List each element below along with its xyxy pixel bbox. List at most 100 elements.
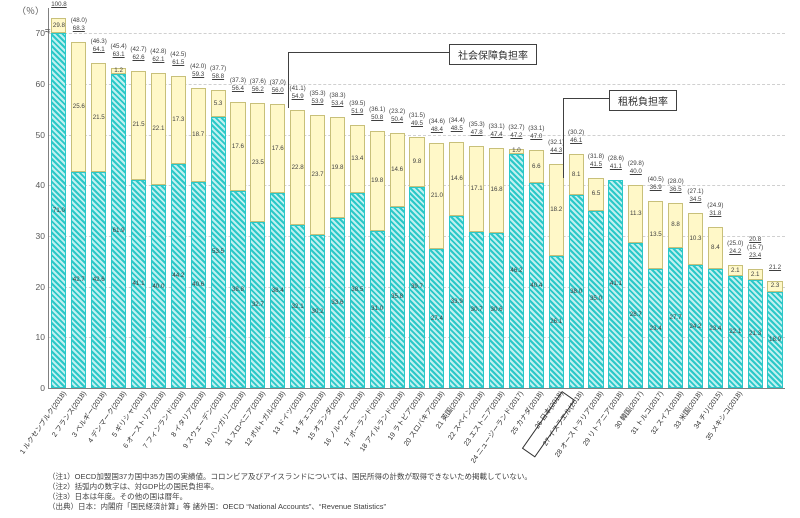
bar-slot: 32.723.556.2(37.6)11 スロベニア(2018) xyxy=(248,8,268,388)
ss-value-label: 17.6 xyxy=(272,145,284,152)
chart-canvas: （％） ≈ 010203040506070 71.029.8100.8(41.1… xyxy=(0,0,800,518)
footnotes: （注1）OECD加盟国37カ国中35カ国の実績値。コロンビア及びアイスランドにつ… xyxy=(48,472,532,513)
x-category-label xyxy=(755,388,757,389)
tax-value-label: 27.4 xyxy=(431,315,443,322)
gdp-total-label: (33.1) xyxy=(488,123,504,130)
tax-value-label: 33.9 xyxy=(451,298,463,305)
ss-value-label: 25.6 xyxy=(73,103,85,110)
ss-value-label: 22.1 xyxy=(152,125,164,132)
total-label: 56.4 xyxy=(232,85,244,92)
legend-tax-callout: 租税負担率 xyxy=(609,90,677,111)
gdp-total-label: (32.7) xyxy=(508,124,524,131)
y-tick-label: 20 xyxy=(36,282,49,292)
gdp-total-label: (38.3) xyxy=(329,92,345,99)
gdp-total-label: (31.8) xyxy=(588,153,604,160)
tax-value-label: 23.4 xyxy=(709,325,721,332)
bar-slot: 53.55.358.8(37.7)9 スウェーデン(2018) xyxy=(208,8,228,388)
total-label: 56.2 xyxy=(252,86,264,93)
tax-value-label: 30.7 xyxy=(471,306,483,313)
tax-value-label: 28.7 xyxy=(630,311,642,318)
bar-slot: 33.619.853.4(38.3)15 オランダ(2018) xyxy=(327,8,347,388)
tax-value-label: 41.1 xyxy=(132,280,144,287)
ss-value-label: 14.6 xyxy=(391,166,403,173)
gdp-total-label: (39.5) xyxy=(349,100,365,107)
total-label: 21.2 xyxy=(769,264,781,271)
ss-value-label: 1.0 xyxy=(512,147,521,154)
gdp-total-label: (37.0) xyxy=(270,79,286,86)
ss-value-label: 1.2 xyxy=(114,67,123,74)
total-label: 68.3 xyxy=(73,25,85,32)
total-label: 41.5 xyxy=(590,161,602,168)
callout-connector xyxy=(563,98,564,178)
ss-value-label: 21.0 xyxy=(431,192,443,199)
bar-slot: 35.06.541.5(31.8)28 オーストラリア(2018) xyxy=(586,8,606,388)
gdp-total-label: (34.4) xyxy=(449,117,465,124)
bar-slot: 18.9 2.3 21.2 xyxy=(765,8,785,388)
tax-value-label: 38.4 xyxy=(272,287,284,294)
total-label: 47.4 xyxy=(491,131,503,138)
bar-slot: 40.022.162.1(42.8)6 オーストリア(2018) xyxy=(148,8,168,388)
total-label: 61.5 xyxy=(172,59,184,66)
gdp-total-label: (42.5) xyxy=(170,51,186,58)
gdp-total-label: (28.6) xyxy=(608,155,624,162)
total-label: 50.8 xyxy=(371,114,383,121)
ss-value-label: 21.5 xyxy=(93,114,105,121)
extra-total-label: 20.8 xyxy=(749,236,761,243)
gdp-total-label: (37.7) xyxy=(210,65,226,72)
gdp-total-label: (23.2) xyxy=(389,108,405,115)
ss-value-label: 10.3 xyxy=(689,235,701,242)
bar-slot: 42.621.564.1(46.3)3 ベルギー(2018) xyxy=(89,8,109,388)
tax-value-label: 22.1 xyxy=(729,328,741,335)
bar-slot: 61.91.263.1(45.4)4 デンマーク(2018) xyxy=(109,8,129,388)
ss-value-label: 19.8 xyxy=(371,177,383,184)
total-label: 23.4 xyxy=(749,252,761,259)
bar-slot: 71.029.8100.8(41.1)1 ルクセンブルク(2018) xyxy=(49,8,69,388)
gdp-total-label: (34.6) xyxy=(429,118,445,125)
ss-value-label: 2.1 xyxy=(731,267,740,274)
tax-value-label: 35.0 xyxy=(590,295,602,302)
tax-value-label: 33.6 xyxy=(331,299,343,306)
tax-value-label: 38.8 xyxy=(232,286,244,293)
ss-value-label: 22.8 xyxy=(292,164,304,171)
gdp-total-label: (15.7) xyxy=(747,244,763,251)
gdp-total-label: (27.1) xyxy=(687,188,703,195)
y-tick-label: 50 xyxy=(36,130,49,140)
gdp-total-label: (40.5) xyxy=(648,176,664,183)
tax-value-label: 42.6 xyxy=(93,276,105,283)
gdp-total-label: (29.8) xyxy=(628,160,644,167)
total-label: 31.8 xyxy=(709,210,721,217)
tax-value-label: 35.8 xyxy=(391,293,403,300)
ss-value-label: 21.5 xyxy=(132,121,144,128)
total-label: 59.3 xyxy=(192,71,204,78)
total-label: 62.1 xyxy=(152,56,164,63)
bar-slot: 30.616.847.4(33.1)23 エストニア(2018) xyxy=(487,8,507,388)
bar-slot: 30.223.753.9(35.3)14 チェコ(2018) xyxy=(308,8,328,388)
tax-value-label: 30.2 xyxy=(312,308,324,315)
ss-value-label: 19.8 xyxy=(331,164,343,171)
bar-slot: 24.210.334.5(27.1)33 米国(2018) xyxy=(686,8,706,388)
bar-slot: 40.618.759.3(42.0)8 イタリア(2018) xyxy=(188,8,208,388)
gdp-total-label: (42.7) xyxy=(130,46,146,53)
y-tick-label: 40 xyxy=(36,180,49,190)
note-3: （注3）日本は年度。その他の国は暦年。 xyxy=(48,492,532,502)
ss-value-label: 8.4 xyxy=(711,244,720,251)
gdp-total-label: (41.1) xyxy=(290,85,306,92)
callout-connector xyxy=(564,98,609,99)
tax-value-label: 21.3 xyxy=(749,330,761,337)
bar-slot: 30.717.147.8(35.3)22 スペイン(2018) xyxy=(467,8,487,388)
tax-value-label: 18.9 xyxy=(769,336,781,343)
tax-value-label: 42.7 xyxy=(73,276,85,283)
bar-slot: 40.46.647.0(33.1)25 カナダ(2018) xyxy=(526,8,546,388)
gdp-total-label: (37.6) xyxy=(250,78,266,85)
bar-container: 71.029.8100.8(41.1)1 ルクセンブルク(2018) 42.7 25… xyxy=(49,8,785,388)
plot-area: （％） ≈ 010203040506070 71.029.8100.8(41.1… xyxy=(48,8,785,389)
ss-value-label: 23.7 xyxy=(312,171,324,178)
gdp-total-label: (42.0) xyxy=(190,63,206,70)
total-label: 100.8 xyxy=(51,1,66,8)
ss-value-label: 2.3 xyxy=(771,282,780,289)
ss-value-label: 5.3 xyxy=(214,100,223,107)
ss-value-label: 29.8 xyxy=(53,22,65,29)
y-tick-label: 60 xyxy=(36,79,49,89)
gdp-total-label: (32.1) xyxy=(548,139,564,146)
tax-value-label: 26.1 xyxy=(550,318,562,325)
